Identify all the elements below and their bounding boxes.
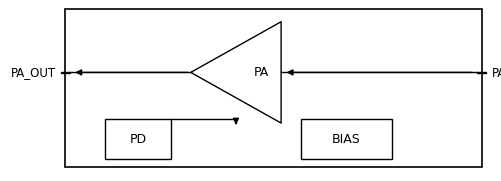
Text: BIAS: BIAS bbox=[331, 133, 360, 146]
Text: PA: PA bbox=[253, 66, 268, 79]
Text: PD: PD bbox=[129, 133, 146, 146]
Bar bbox=[105, 119, 170, 159]
Text: PA_IN: PA_IN bbox=[490, 66, 501, 79]
Bar bbox=[61, 72, 70, 73]
Text: PA_OUT: PA_OUT bbox=[11, 66, 56, 79]
Bar bbox=[301, 119, 391, 159]
Bar bbox=[65, 9, 481, 167]
Bar bbox=[476, 72, 485, 73]
